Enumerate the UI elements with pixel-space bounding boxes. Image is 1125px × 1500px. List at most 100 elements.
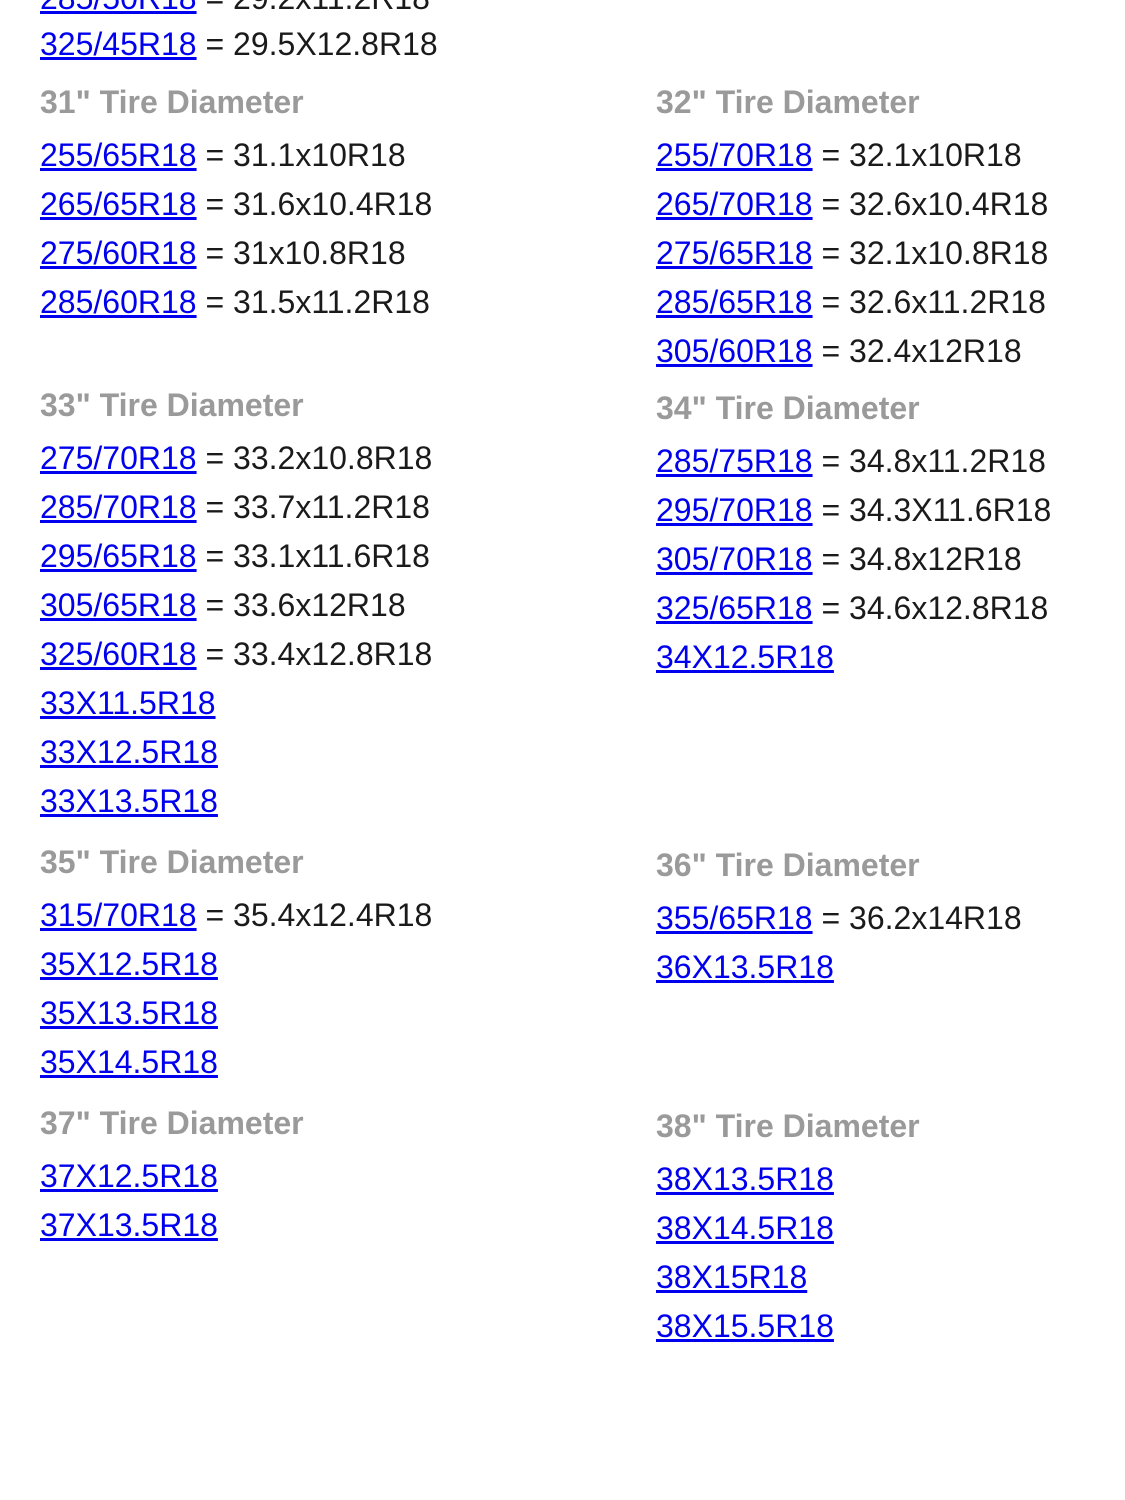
tire-equiv-text: = 32.6x11.2R18 <box>813 284 1046 320</box>
tire-equiv-text: = 31.5x11.2R18 <box>197 284 430 320</box>
tire-row: 295/70R18 = 34.3X11.6R18 <box>656 486 1125 535</box>
tire-size-page: 285/50R18 = 29.2x11.2R18 325/45R18 = 29.… <box>0 0 1125 1351</box>
tire-equiv-text: = 33.6x12R18 <box>197 587 406 623</box>
tire-row: 35X14.5R18 <box>40 1038 656 1087</box>
tire-equiv-text: = 31x10.8R18 <box>197 235 406 271</box>
tire-row: 325/60R18 = 33.4x12.8R18 <box>40 630 656 679</box>
tire-size-link[interactable]: 265/70R18 <box>656 186 813 222</box>
tire-row: 33X12.5R18 <box>40 728 656 777</box>
tire-equiv-text: = 32.1x10R18 <box>813 137 1022 173</box>
tire-size-link[interactable]: 37X13.5R18 <box>40 1207 218 1243</box>
tire-size-link[interactable]: 325/60R18 <box>40 636 197 672</box>
section-heading: 37" Tire Diameter <box>40 1105 656 1142</box>
tire-equiv-text: = 33.7x11.2R18 <box>197 489 430 525</box>
tire-row: 325/65R18 = 34.6x12.8R18 <box>656 584 1125 633</box>
tire-size-link[interactable]: 33X13.5R18 <box>40 783 218 819</box>
tire-equiv-text: = 34.6x12.8R18 <box>813 590 1049 626</box>
tire-row: 38X13.5R18 <box>656 1155 1125 1204</box>
tire-size-link[interactable]: 285/75R18 <box>656 443 813 479</box>
tire-size-link[interactable]: 325/65R18 <box>656 590 813 626</box>
tire-row: 37X12.5R18 <box>40 1152 656 1201</box>
tire-equiv-text: = 33.4x12.8R18 <box>197 636 433 672</box>
tire-row: 38X15.5R18 <box>656 1302 1125 1351</box>
tire-size-link[interactable]: 35X12.5R18 <box>40 946 218 982</box>
tire-row: 355/65R18 = 36.2x14R18 <box>656 894 1125 943</box>
tire-equiv-text: = 34.3X11.6R18 <box>813 492 1052 528</box>
tire-size-link[interactable]: 35X14.5R18 <box>40 1044 218 1080</box>
section-heading: 33" Tire Diameter <box>40 387 656 424</box>
tire-row: 36X13.5R18 <box>656 943 1125 992</box>
tire-row: 285/65R18 = 32.6x11.2R18 <box>656 278 1125 327</box>
tire-equiv-text: = 34.8x12R18 <box>813 541 1022 577</box>
two-column-layout: 31" Tire Diameter255/65R18 = 31.1x10R182… <box>40 66 1125 1351</box>
tire-equiv-text: = 33.2x10.8R18 <box>197 440 433 476</box>
tire-equiv-text: = 35.4x12.4R18 <box>197 897 433 933</box>
section-heading: 32" Tire Diameter <box>656 84 1125 121</box>
tire-size-link[interactable]: 355/65R18 <box>656 900 813 936</box>
tire-size-link[interactable]: 255/65R18 <box>40 137 197 173</box>
tire-equiv-text: = 32.4x12R18 <box>813 333 1022 369</box>
tire-row: 255/70R18 = 32.1x10R18 <box>656 131 1125 180</box>
section-heading: 31" Tire Diameter <box>40 84 656 121</box>
tire-size-link[interactable]: 33X12.5R18 <box>40 734 218 770</box>
tire-row: 38X14.5R18 <box>656 1204 1125 1253</box>
tire-row: 265/65R18 = 31.6x10.4R18 <box>40 180 656 229</box>
tire-equiv-text: = 34.8x11.2R18 <box>813 443 1046 479</box>
tire-size-link[interactable]: 37X12.5R18 <box>40 1158 218 1194</box>
tire-row: 275/60R18 = 31x10.8R18 <box>40 229 656 278</box>
tire-size-link[interactable]: 275/60R18 <box>40 235 197 271</box>
tire-equiv-text: = 31.1x10R18 <box>197 137 406 173</box>
tire-row: 305/60R18 = 32.4x12R18 <box>656 327 1125 376</box>
tire-equiv-text: = 36.2x14R18 <box>813 900 1022 936</box>
tire-size-link[interactable]: 325/45R18 <box>40 26 197 62</box>
tire-size-link[interactable]: 315/70R18 <box>40 897 197 933</box>
tire-size-link[interactable]: 38X15.5R18 <box>656 1308 834 1344</box>
tire-row: 285/75R18 = 34.8x11.2R18 <box>656 437 1125 486</box>
tire-size-link[interactable]: 295/70R18 <box>656 492 813 528</box>
section-heading: 35" Tire Diameter <box>40 844 656 881</box>
section-heading: 36" Tire Diameter <box>656 847 1125 884</box>
tire-row: 315/70R18 = 35.4x12.4R18 <box>40 891 656 940</box>
tire-row: 285/70R18 = 33.7x11.2R18 <box>40 483 656 532</box>
tire-size-link[interactable]: 285/70R18 <box>40 489 197 525</box>
tire-size-link[interactable]: 305/70R18 <box>656 541 813 577</box>
tire-size-link[interactable]: 34X12.5R18 <box>656 639 834 675</box>
tire-size-link[interactable]: 36X13.5R18 <box>656 949 834 985</box>
tire-size-link[interactable]: 35X13.5R18 <box>40 995 218 1031</box>
tire-size-link[interactable]: 38X15R18 <box>656 1259 807 1295</box>
tire-row: 255/65R18 = 31.1x10R18 <box>40 131 656 180</box>
tire-equiv-text: = 32.6x10.4R18 <box>813 186 1049 222</box>
tire-size-link[interactable]: 285/65R18 <box>656 284 813 320</box>
tire-size-link[interactable]: 33X11.5R18 <box>40 685 216 721</box>
tire-row: 265/70R18 = 32.6x10.4R18 <box>656 180 1125 229</box>
tire-row: 275/70R18 = 33.2x10.8R18 <box>40 434 656 483</box>
tire-size-link[interactable]: 265/65R18 <box>40 186 197 222</box>
tire-size-link[interactable]: 255/70R18 <box>656 137 813 173</box>
tire-size-link[interactable]: 38X14.5R18 <box>656 1210 834 1246</box>
tire-size-link[interactable]: 275/70R18 <box>40 440 197 476</box>
section-heading: 34" Tire Diameter <box>656 390 1125 427</box>
tire-row: 285/50R18 = 29.2x11.2R18 <box>40 0 1125 14</box>
tire-row: 285/60R18 = 31.5x11.2R18 <box>40 278 656 327</box>
section-heading: 38" Tire Diameter <box>656 1108 1125 1145</box>
tire-size-link[interactable]: 285/60R18 <box>40 284 197 320</box>
tire-equiv-text: = 31.6x10.4R18 <box>197 186 433 222</box>
tire-row: 37X13.5R18 <box>40 1201 656 1250</box>
tire-equiv-text: = 33.1x11.6R18 <box>197 538 430 574</box>
tire-row: 34X12.5R18 <box>656 633 1125 682</box>
tire-size-link[interactable]: 305/60R18 <box>656 333 813 369</box>
tire-size-link[interactable]: 275/65R18 <box>656 235 813 271</box>
tire-row: 38X15R18 <box>656 1253 1125 1302</box>
tire-row: 35X12.5R18 <box>40 940 656 989</box>
tire-row: 33X11.5R18 <box>40 679 656 728</box>
tire-size-link[interactable]: 285/50R18 <box>40 0 197 16</box>
tire-size-link[interactable]: 295/65R18 <box>40 538 197 574</box>
tire-size-link[interactable]: 38X13.5R18 <box>656 1161 834 1197</box>
tire-size-link[interactable]: 305/65R18 <box>40 587 197 623</box>
tire-row: 305/70R18 = 34.8x12R18 <box>656 535 1125 584</box>
left-column: 31" Tire Diameter255/65R18 = 31.1x10R182… <box>40 66 656 1351</box>
tire-equiv-text: = 32.1x10.8R18 <box>813 235 1049 271</box>
tire-row: 325/45R18 = 29.5X12.8R18 <box>40 28 1125 60</box>
tire-equiv-text: = 29.5X12.8R18 <box>197 26 438 62</box>
tire-row: 33X13.5R18 <box>40 777 656 826</box>
